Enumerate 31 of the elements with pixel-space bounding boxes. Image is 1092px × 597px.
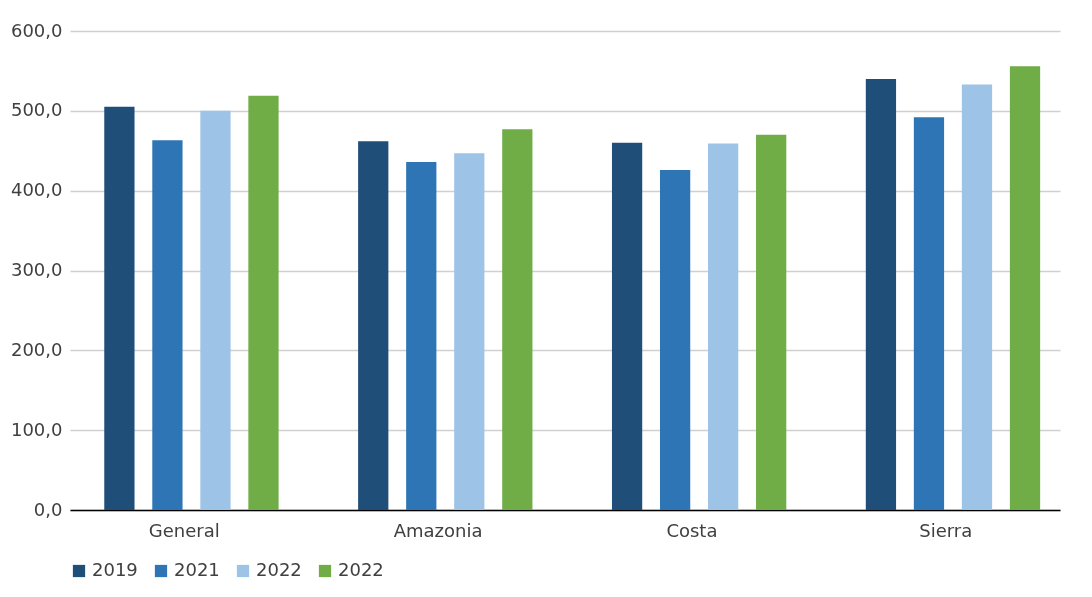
x-tick-label: Sierra — [919, 519, 973, 541]
bar — [659, 169, 691, 510]
bar — [708, 143, 739, 510]
y-tick-label: 600,0 — [10, 19, 63, 41]
y-tick-label: 100,0 — [10, 418, 63, 440]
x-tick-label: Amazonia — [393, 519, 483, 541]
y-tick-label: 300,0 — [10, 259, 63, 280]
legend-label: 2021 — [174, 559, 220, 580]
legend-label: 2022 — [256, 559, 302, 580]
bar — [248, 95, 279, 510]
x-tick-label: General — [148, 519, 220, 541]
y-tick-label: 0,0 — [33, 498, 63, 520]
bar — [961, 84, 993, 510]
legend-label: 2022 — [338, 559, 384, 580]
bar — [454, 153, 485, 510]
bar — [913, 117, 945, 510]
x-tick-label: Costa — [666, 519, 718, 541]
bar — [756, 134, 787, 510]
y-tick-label: 500,0 — [10, 99, 63, 121]
bar — [1009, 66, 1041, 510]
y-tick-label: 400,0 — [10, 179, 63, 201]
legend-label: 2019 — [92, 559, 138, 580]
bar — [502, 129, 533, 510]
bar — [358, 141, 389, 510]
bar — [152, 140, 183, 510]
bar — [865, 78, 897, 510]
bar — [406, 161, 437, 510]
bar — [104, 106, 135, 510]
bar — [200, 110, 231, 510]
y-tick-label: 200,0 — [10, 338, 63, 360]
bar — [611, 142, 643, 510]
